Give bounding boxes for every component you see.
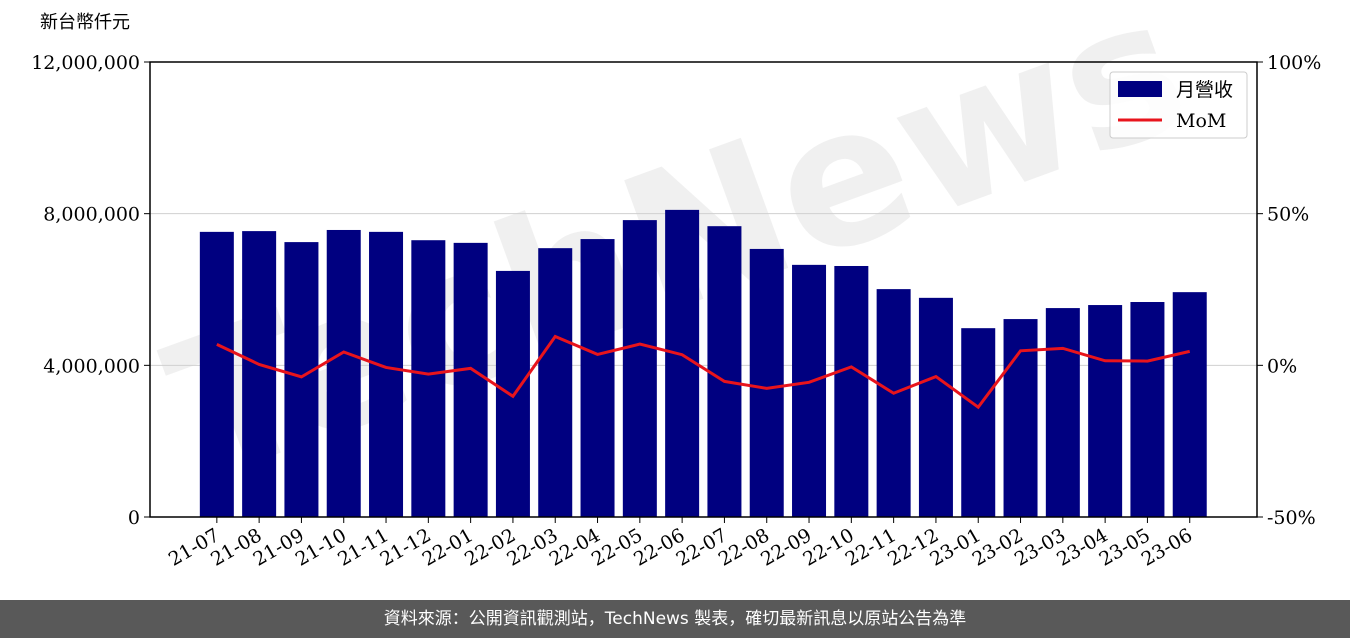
y-tick-label: 8,000,000 [43,204,140,226]
bar [369,231,404,517]
bar [326,229,361,518]
legend-label: MoM [1176,110,1226,132]
bar [199,231,234,517]
y2-tick-label: -50% [1267,507,1316,529]
bar [876,289,911,517]
y-tick-label: 12,000,000 [31,52,140,74]
bar [707,226,742,517]
y-tick-label: 4,000,000 [43,355,140,377]
y-tick-label: 0 [128,507,140,529]
bar [1130,302,1165,517]
bar [538,248,573,517]
mom-line [216,334,1191,410]
y-axis-label: 新台幣仟元 [40,12,130,33]
bar [1172,292,1207,517]
bar [918,297,953,517]
bar [792,264,827,517]
y2-tick-label: 50% [1267,204,1309,226]
bar [961,328,996,517]
bar [284,242,319,517]
bar [580,239,615,517]
bar [411,240,446,518]
bar [242,231,277,517]
legend-label: 月營收 [1176,79,1233,101]
bar [834,265,869,517]
bar [622,220,657,518]
bar [1045,308,1080,517]
bar [453,242,488,518]
y2-tick-label: 100% [1267,52,1321,74]
y2-tick-label: 0% [1267,355,1297,377]
chart: 新台幣仟元 TechNews 04,000,0008,000,00012,000… [31,0,1321,571]
legend-swatch [1118,81,1162,97]
footer: 資料來源：公開資訊觀測站，TechNews 製表，確切最新訊息以原站公告為準 [0,600,1350,638]
plot-frame [149,61,1258,518]
bar [1088,305,1123,517]
bar [749,248,784,517]
